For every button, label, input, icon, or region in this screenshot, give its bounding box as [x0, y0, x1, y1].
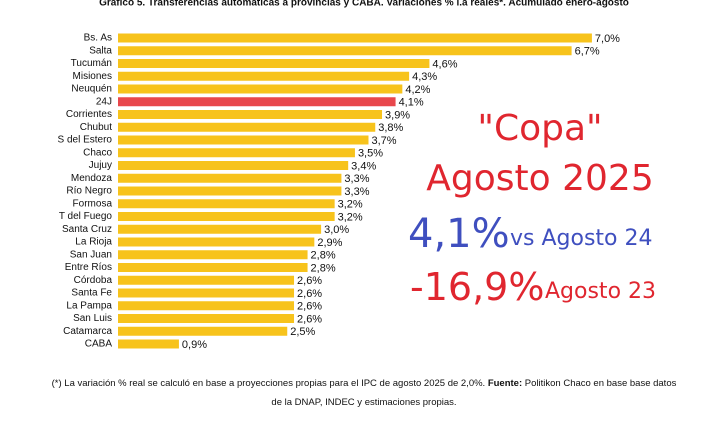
- category-label: Santa Cruz: [62, 224, 112, 235]
- bar: [118, 148, 355, 158]
- category-label: 24J: [96, 96, 112, 107]
- value-label: 2,6%: [297, 275, 322, 287]
- category-label: Neuquén: [71, 84, 112, 95]
- bar: [118, 224, 322, 234]
- bar: [118, 97, 396, 107]
- value-label: 3,7%: [371, 135, 396, 147]
- annotation: Agosto 2025: [426, 158, 653, 199]
- value-label: 3,4%: [351, 160, 376, 172]
- category-label: La Rioja: [75, 237, 112, 248]
- value-label: 2,8%: [311, 262, 336, 274]
- category-label: San Luis: [73, 313, 112, 324]
- value-label: 4,1%: [399, 97, 424, 109]
- value-label: 6,7%: [575, 46, 600, 58]
- bar: [118, 326, 288, 336]
- value-label: 3,2%: [338, 199, 363, 211]
- category-label: Chaco: [83, 147, 112, 158]
- bar: [118, 301, 295, 311]
- value-label: 4,3%: [412, 71, 437, 83]
- value-label: 2,9%: [317, 237, 342, 249]
- category-label: Catamarca: [63, 326, 112, 337]
- category-label: Mendoza: [71, 173, 113, 184]
- annotation: -16,9%: [410, 265, 544, 309]
- value-label: 3,8%: [378, 122, 403, 134]
- footnote-text: (*) La variación % real se calculó en ba…: [52, 378, 488, 389]
- bar: [118, 263, 308, 272]
- category-label: Formosa: [73, 198, 113, 209]
- annotation: 4,1%: [408, 211, 510, 257]
- value-label: 4,2%: [405, 84, 430, 96]
- bar: [118, 250, 308, 260]
- bar: [118, 161, 349, 170]
- bar: [118, 339, 179, 349]
- value-label: 3,9%: [385, 109, 410, 121]
- bar: [118, 237, 315, 247]
- annotation: "Copa": [477, 108, 602, 149]
- value-label: 3,3%: [344, 173, 369, 185]
- bar: [118, 122, 376, 132]
- annotation: Agosto 23: [545, 279, 656, 304]
- value-label: 3,3%: [344, 186, 369, 198]
- value-label: 2,6%: [297, 313, 322, 325]
- category-label: Bs. As: [84, 33, 112, 44]
- chart-title: Gráfico 5. Transferencias automáticas a …: [99, 0, 629, 9]
- category-label: Chubut: [80, 122, 112, 133]
- category-label: San Juan: [70, 249, 112, 260]
- bar: [118, 173, 342, 183]
- value-label: 7,0%: [595, 33, 620, 45]
- value-label: 4,6%: [432, 58, 457, 70]
- category-label: Entre Ríos: [65, 262, 112, 273]
- bar: [118, 46, 572, 56]
- category-label: Salta: [89, 45, 112, 56]
- bar: [118, 199, 335, 209]
- bar: [118, 314, 295, 323]
- bar: [118, 135, 369, 145]
- annotation: vs Agosto 24: [510, 226, 652, 251]
- category-label: Misiones: [73, 71, 112, 82]
- category-label: T del Fuego: [59, 211, 113, 222]
- category-label: Río Negro: [66, 186, 112, 197]
- footnote-text: Politikon Chaco en base base datos: [522, 378, 676, 389]
- value-label: 2,6%: [297, 301, 322, 313]
- category-label: Tucumán: [71, 58, 112, 69]
- category-label: Jujuy: [89, 160, 112, 171]
- footnote: (*) La variación % real se calculó en ba…: [52, 378, 677, 389]
- category-label: La Pampa: [66, 300, 112, 311]
- bar: [118, 110, 383, 119]
- bar: [118, 71, 410, 81]
- value-label: 2,6%: [297, 288, 322, 300]
- category-label: S del Estero: [58, 135, 113, 146]
- bar: [118, 59, 430, 68]
- category-label: Corrientes: [66, 109, 112, 120]
- footnote-source: Fuente:: [488, 378, 522, 389]
- value-label: 3,5%: [358, 148, 383, 160]
- bar: [118, 33, 592, 43]
- value-label: 0,9%: [182, 339, 207, 351]
- bar: [118, 212, 335, 221]
- bar: [118, 186, 342, 196]
- category-label: Córdoba: [74, 275, 113, 286]
- value-label: 3,0%: [324, 224, 349, 236]
- value-label: 2,5%: [290, 326, 315, 338]
- bar: [118, 288, 295, 298]
- value-label: 3,2%: [338, 211, 363, 223]
- bar: [118, 84, 403, 94]
- footnote: de la DNAP, INDEC y estimaciones propias…: [271, 397, 456, 408]
- value-label: 2,8%: [311, 250, 336, 262]
- category-label: Santa Fe: [71, 288, 112, 299]
- bar: [118, 275, 295, 285]
- category-label: CABA: [85, 339, 113, 350]
